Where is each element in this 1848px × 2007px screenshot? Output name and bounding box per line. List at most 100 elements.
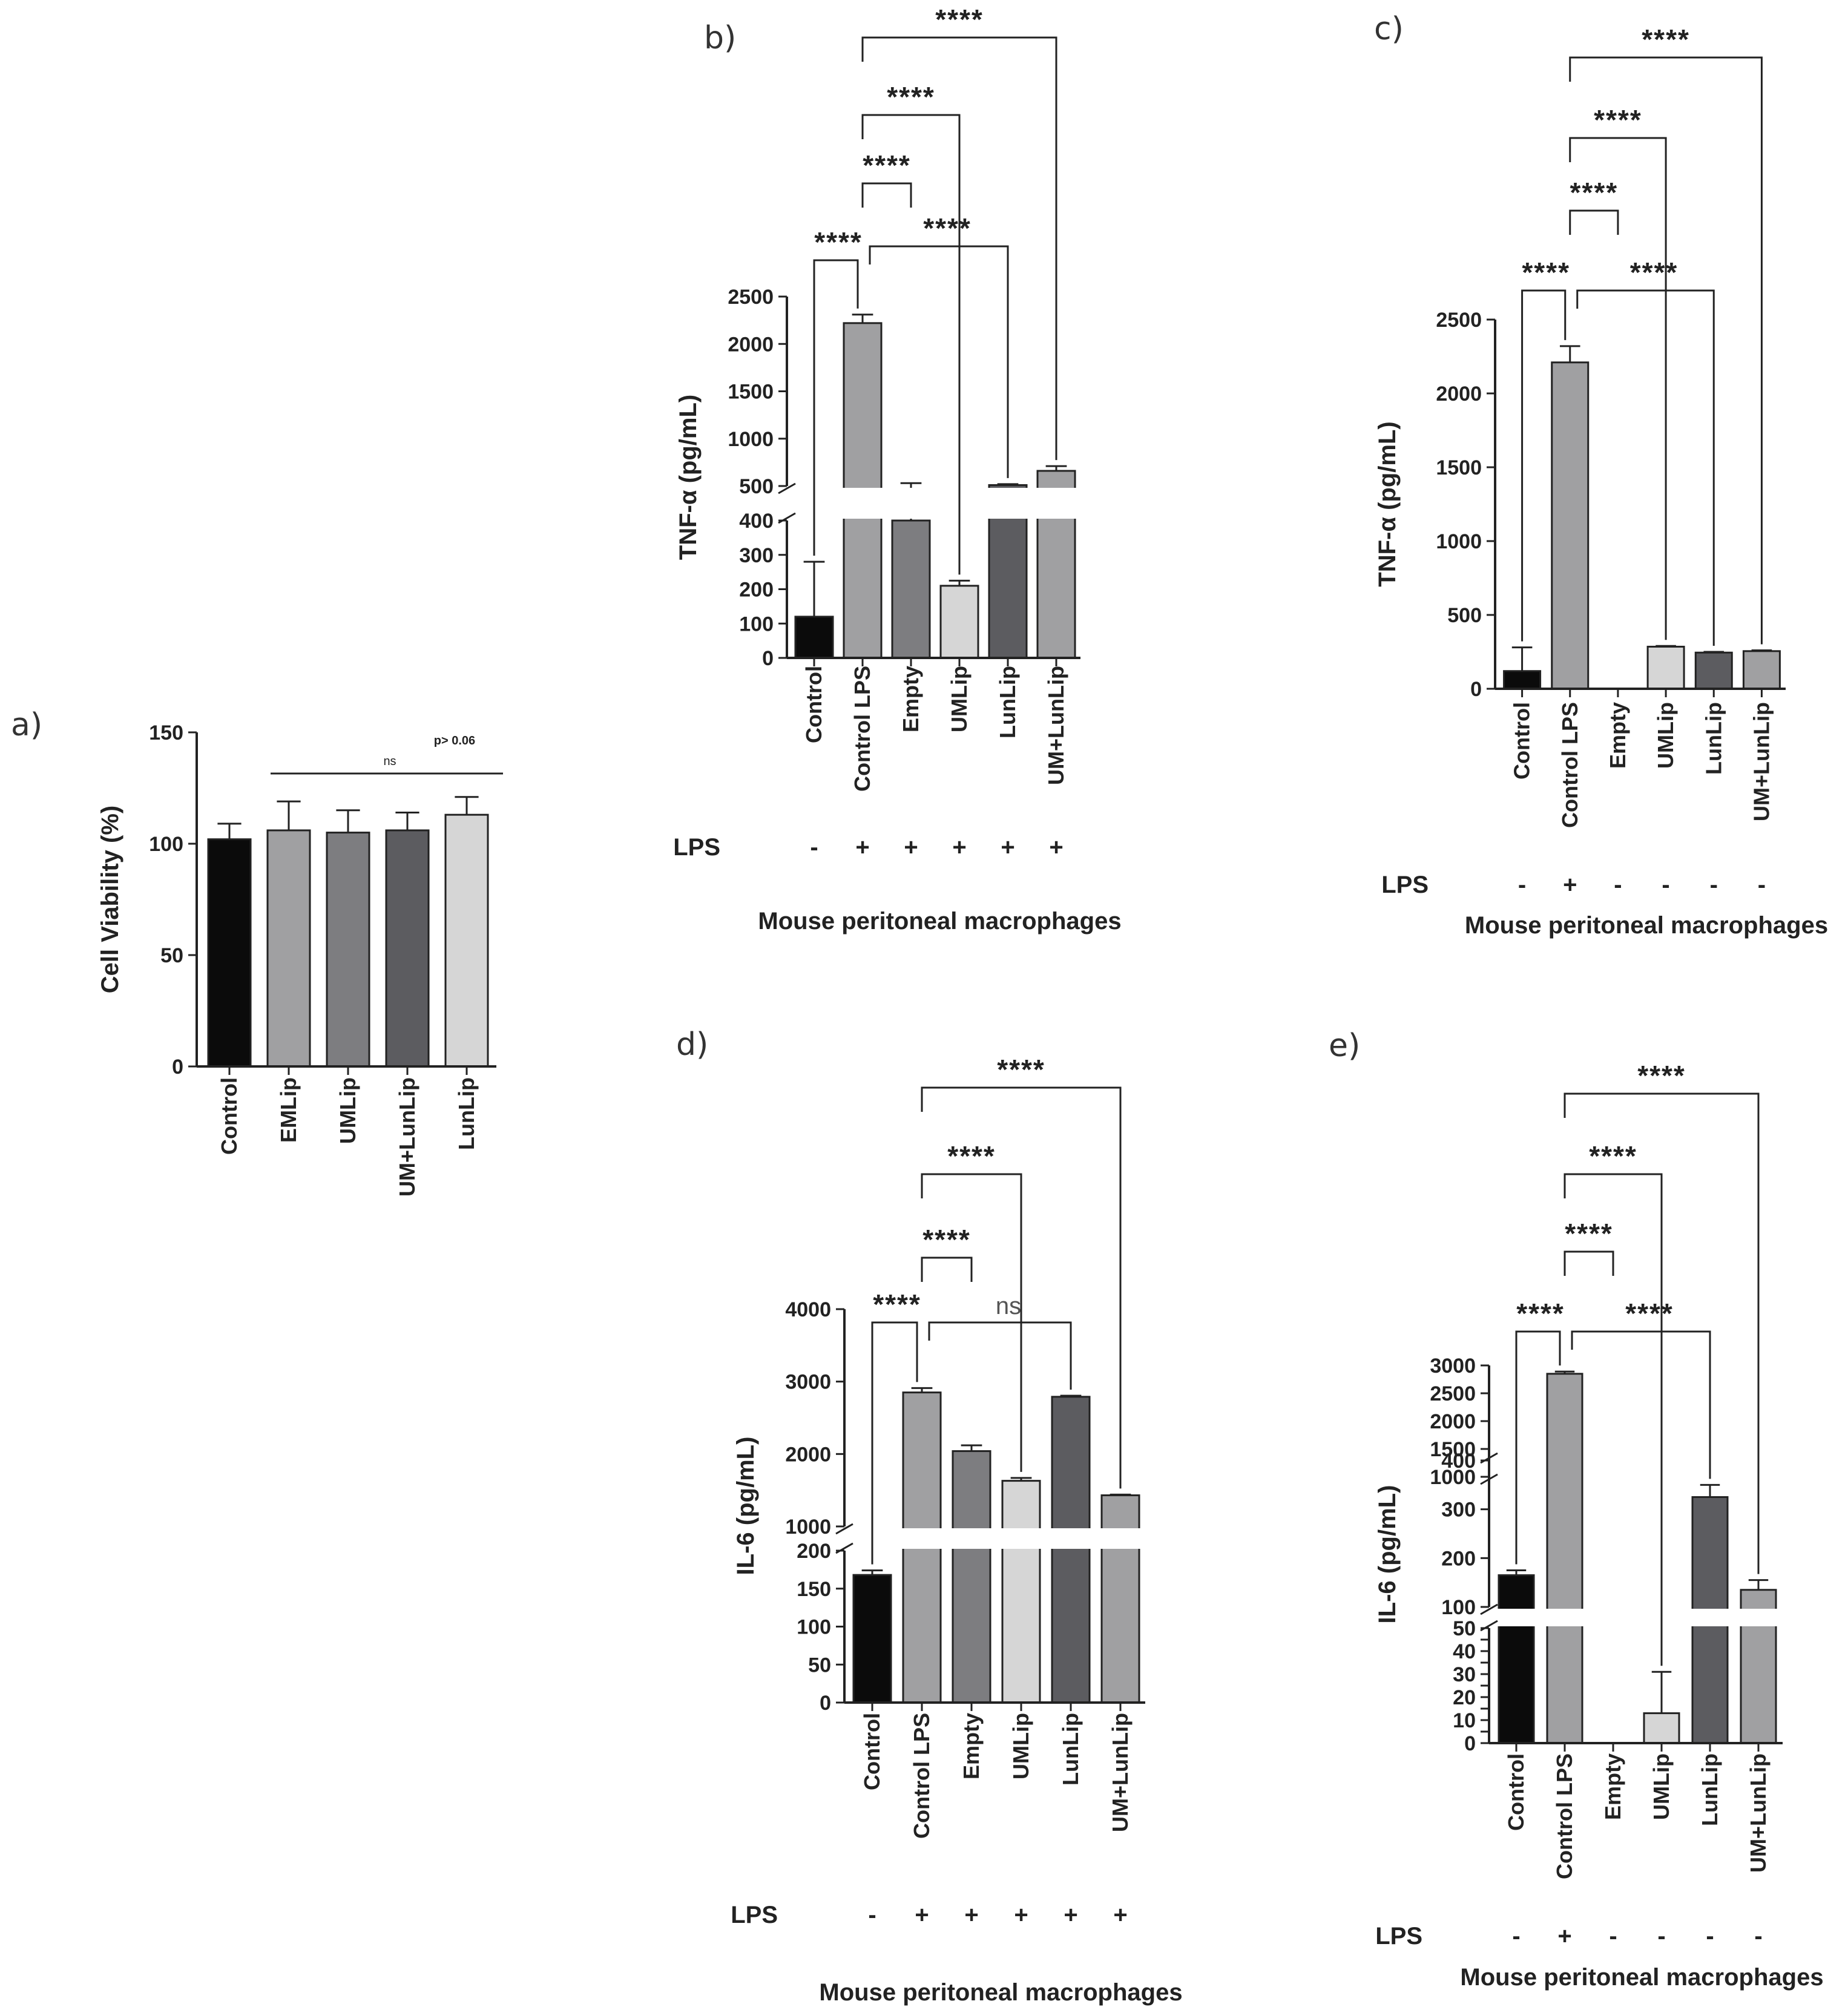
x-category-label: UMLip	[947, 666, 972, 732]
bar-umlip	[1643, 1712, 1680, 1744]
x-category-label: UMLip	[335, 1077, 360, 1144]
x-axis-title: Mouse peritoneal macrophages	[1460, 1964, 1823, 1991]
axis-break-mark	[1480, 1603, 1498, 1615]
bar-umlip	[1001, 1480, 1041, 1704]
panel-letter: e)	[1329, 1028, 1360, 1064]
y-tick-label: 100	[1441, 1596, 1476, 1619]
significance-bracket	[921, 1256, 973, 1282]
significance-bracket	[861, 182, 912, 208]
significance-label: ****	[922, 1224, 971, 1255]
lps-sign: +	[964, 1902, 978, 1928]
y-tick-label: 20	[1453, 1686, 1476, 1709]
y-tick-label: 150	[797, 1578, 831, 1601]
significance-label: ****	[1565, 1218, 1613, 1249]
x-category-label: Control	[860, 1713, 884, 1790]
y-tick-label: 2000	[1430, 1410, 1476, 1433]
y-tick-label: 0	[172, 1056, 183, 1079]
lps-sign: -	[1710, 872, 1718, 898]
chart-panel-1: a) 0 50 100 150 Cell Viability (%) Control EMLi…	[11, 707, 503, 1197]
axis-break-mark	[1480, 1452, 1498, 1464]
axis-break-mark	[1480, 1620, 1498, 1632]
x-category-label: LunLip	[454, 1077, 479, 1150]
axis-break-mark	[1480, 1473, 1498, 1485]
significance-bracket	[1564, 1092, 1760, 1574]
lps-sign: +	[855, 834, 869, 861]
significance-bracket	[813, 259, 859, 556]
panel-letter: c)	[1374, 11, 1404, 47]
y-tick-label: 50	[160, 944, 183, 967]
ns-label: ns	[383, 755, 396, 768]
lps-row-label: LPS	[731, 1902, 778, 1928]
significance-bracket	[921, 1086, 1122, 1489]
significance-label: ****	[873, 1289, 921, 1320]
y-tick-label: 400	[1441, 1450, 1476, 1473]
significance-bracket	[861, 36, 1057, 461]
lps-sign: -	[1706, 1923, 1714, 1950]
bar-control-lps	[1551, 361, 1590, 690]
lps-sign: +	[1014, 1902, 1028, 1928]
x-category-label: UMLip	[1649, 1753, 1674, 1820]
lps-sign: +	[1113, 1902, 1127, 1928]
lps-sign: +	[904, 834, 918, 861]
x-category-label: Control	[801, 666, 826, 743]
x-category-label: Empty	[1605, 702, 1630, 769]
bar-lunlip	[1694, 651, 1733, 690]
axis-break-mark	[778, 512, 796, 524]
y-axis-title: TNF-α (pg/mL)	[675, 395, 702, 560]
chart-panel-2: b) 0 100 200 300 400 500 1000 1500 2000 2500 TNF-α …	[673, 4, 1121, 935]
significance-bracket	[1576, 289, 1715, 646]
bar-um-lunlip	[385, 829, 430, 1068]
bar-lunlip	[444, 813, 489, 1068]
y-tick-label: 0	[762, 647, 774, 670]
x-category-label: UMLip	[1008, 1713, 1033, 1779]
significance-bracket	[928, 1321, 1072, 1390]
significance-label: ****	[997, 1054, 1045, 1085]
significance-bracket	[921, 1173, 1022, 1472]
x-category-label: LunLip	[995, 666, 1020, 738]
y-tick-label: 100	[797, 1616, 831, 1639]
bar-control-lps	[1546, 1373, 1583, 1744]
y-tick-label: 150	[149, 721, 183, 744]
y-axis-title: Cell Viability (%)	[97, 806, 123, 993]
y-tick-label: 30	[1453, 1663, 1476, 1686]
y-tick-label: 0	[1470, 678, 1482, 701]
bar-control	[852, 1574, 892, 1704]
x-category-label: LunLip	[1058, 1713, 1083, 1785]
bar-emlip	[266, 829, 311, 1068]
x-axis-title: Mouse peritoneal macrophages	[758, 908, 1121, 935]
lps-sign: -	[1754, 1923, 1762, 1950]
significance-bracket	[1515, 1330, 1561, 1565]
y-tick-label: 1500	[1436, 456, 1482, 479]
bar-control	[1498, 1574, 1535, 1744]
lps-sign: +	[1064, 1902, 1077, 1928]
y-tick-label: 2500	[1430, 1382, 1476, 1405]
x-category-label: Control	[1504, 1753, 1528, 1831]
y-tick-label: 4000	[785, 1298, 831, 1321]
axis-break-gap	[1490, 1609, 1796, 1626]
significance-bracket	[1564, 1173, 1663, 1666]
panel-letter: d)	[676, 1026, 708, 1063]
significance-bracket	[861, 114, 961, 575]
y-tick-label: 3000	[1430, 1355, 1476, 1378]
lps-sign: +	[1557, 1923, 1571, 1950]
y-tick-label: 40	[1453, 1640, 1476, 1663]
lps-sign: +	[1563, 872, 1577, 898]
significance-bracket	[1564, 1250, 1614, 1276]
lps-sign: -	[1657, 1923, 1665, 1950]
x-category-label: UM+LunLip	[1749, 702, 1774, 821]
lps-sign: -	[1662, 872, 1669, 898]
significance-label: ****	[814, 226, 863, 258]
y-tick-label: 300	[739, 544, 774, 567]
x-category-label: LunLip	[1697, 1753, 1722, 1826]
significance-bracket	[1569, 209, 1619, 235]
x-category-label: UM+LunLip	[1746, 1753, 1771, 1873]
lps-sign: -	[1614, 872, 1622, 898]
significance-label: ****	[1625, 1298, 1674, 1329]
significance-label: ****	[1642, 24, 1690, 55]
bar-lunlip	[1051, 1396, 1091, 1704]
significance-bracket	[1521, 289, 1567, 642]
x-category-label: Empty	[898, 666, 923, 732]
x-category-label: Control	[217, 1077, 242, 1155]
